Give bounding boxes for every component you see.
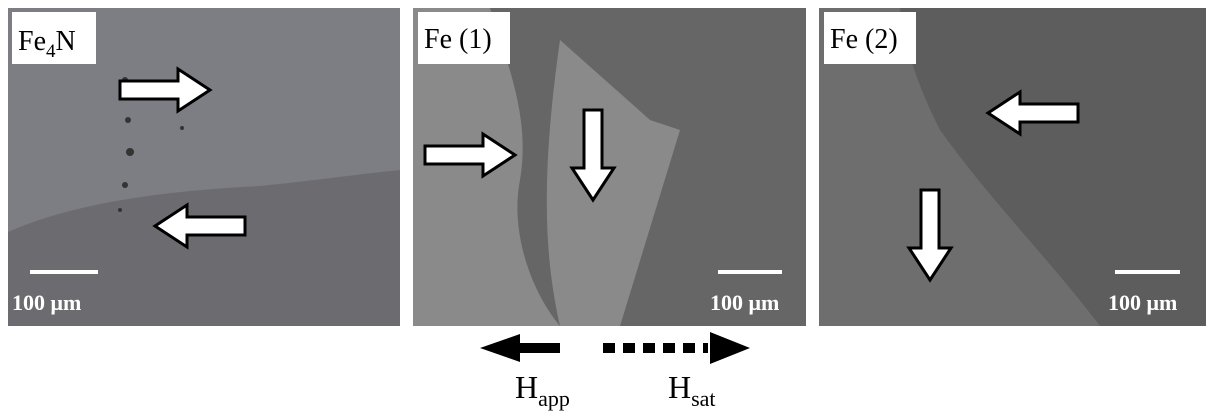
- scale-label: 100 μm: [710, 290, 779, 315]
- scale-label: 100 μm: [12, 290, 81, 315]
- panel-fe4n: Fe4N 100 μm: [8, 8, 400, 326]
- panel-fe-2: Fe (2) 100 μm: [819, 8, 1206, 326]
- h-app-label: Happ: [515, 369, 570, 411]
- h-sat-label: Hsat: [668, 369, 716, 411]
- figure: Fe4N 100 μm Fe (1) 100 μm Fe (2) 100 μm …: [0, 0, 1211, 412]
- panel-label: Fe (2): [830, 24, 898, 55]
- scale-label: 100 μm: [1108, 290, 1177, 315]
- panel-label: Fe (1): [424, 24, 492, 55]
- panel-fe-1: Fe (1) 100 μm: [413, 8, 806, 326]
- field-legend: Happ Hsat: [480, 332, 750, 411]
